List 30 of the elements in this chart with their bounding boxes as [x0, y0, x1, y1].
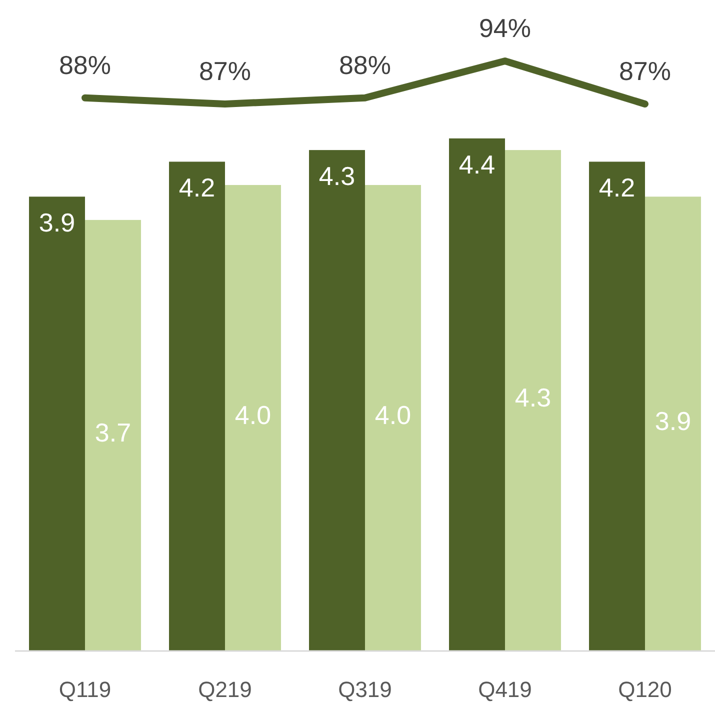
x-tick-label: Q120: [618, 677, 672, 702]
x-tick-label: Q419: [478, 677, 532, 702]
data-label: 4.0: [234, 400, 272, 430]
x-tick-label: Q219: [198, 677, 252, 702]
data-label: 3.9: [38, 208, 76, 238]
data-label: 87%: [198, 56, 252, 86]
bar: [309, 150, 365, 651]
data-label: 4.4: [458, 149, 496, 180]
bar: [449, 138, 505, 651]
bar: [29, 196, 85, 651]
data-label: 88%: [58, 50, 112, 80]
data-label: 87%: [618, 56, 672, 86]
bar: [645, 196, 701, 651]
bar: [365, 185, 421, 651]
bar: [169, 162, 225, 651]
x-tick-label: Q119: [58, 677, 112, 702]
bar: [589, 162, 645, 651]
data-label: 3.9: [654, 406, 692, 436]
data-label: 3.7: [94, 417, 132, 448]
data-label: 88%: [338, 50, 392, 80]
bar: [85, 220, 141, 651]
data-label: 94%: [478, 13, 532, 43]
bar: [225, 185, 281, 651]
data-label: 4.3: [318, 161, 356, 192]
x-tick-label: Q319: [338, 677, 392, 702]
data-label: 4.0: [374, 400, 412, 430]
data-label: 4.3: [514, 382, 552, 413]
data-label: 4.2: [178, 172, 216, 203]
data-label: 4.2: [598, 172, 636, 203]
bar: [505, 150, 561, 651]
